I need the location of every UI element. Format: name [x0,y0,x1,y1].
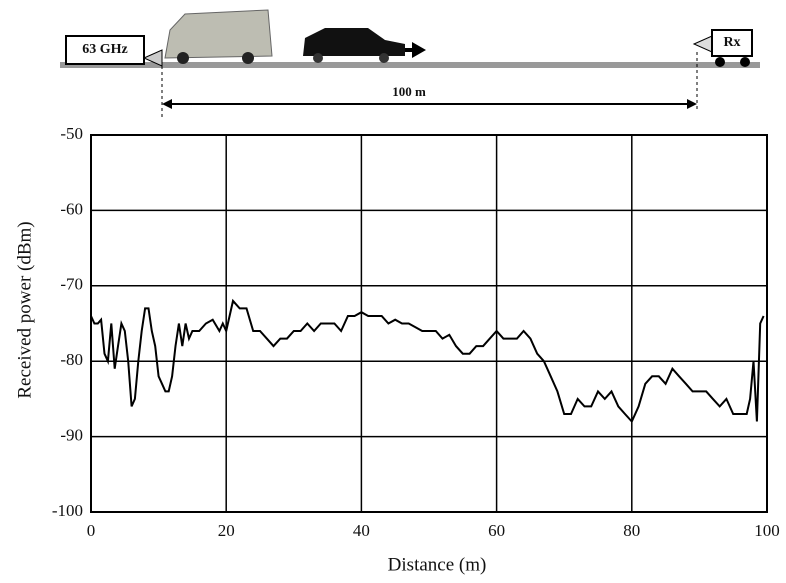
y-tick-label: -50 [60,124,83,143]
rx-antenna [692,35,713,53]
x-axis-label: Distance (m) [388,554,487,575]
y-axis-label: Received power (dBm) [14,221,35,398]
tx-box [65,35,145,65]
x-tick-label: 60 [488,521,505,540]
y-tick-label: -60 [60,199,83,218]
x-tick-label: 0 [87,521,96,540]
y-tick-label: -90 [60,426,83,445]
x-tick-label: 80 [623,521,640,540]
tx-antenna [142,49,163,67]
x-tick-label: 40 [353,521,370,540]
data-line [90,298,765,424]
x-tick-label: 100 [754,521,780,540]
y-tick-label: -100 [52,501,83,520]
tx-label: 63 GHz [82,42,128,57]
rx-label: Rx [723,35,740,50]
van [164,9,273,64]
rx-box [711,29,753,57]
plot-frame [90,134,768,513]
x-tick-label: 20 [218,521,235,540]
y-tick-label: -70 [60,275,83,294]
road [60,62,760,68]
plot: -100 -90 -80 -70 -60 -50 0 20 40 60 80 100 [52,124,780,540]
car [303,28,426,63]
distance-label: 100 m [392,84,426,99]
y-tick-label: -80 [60,350,83,369]
scenario-diagram: 63 GHz Rx 100 m [60,9,760,118]
